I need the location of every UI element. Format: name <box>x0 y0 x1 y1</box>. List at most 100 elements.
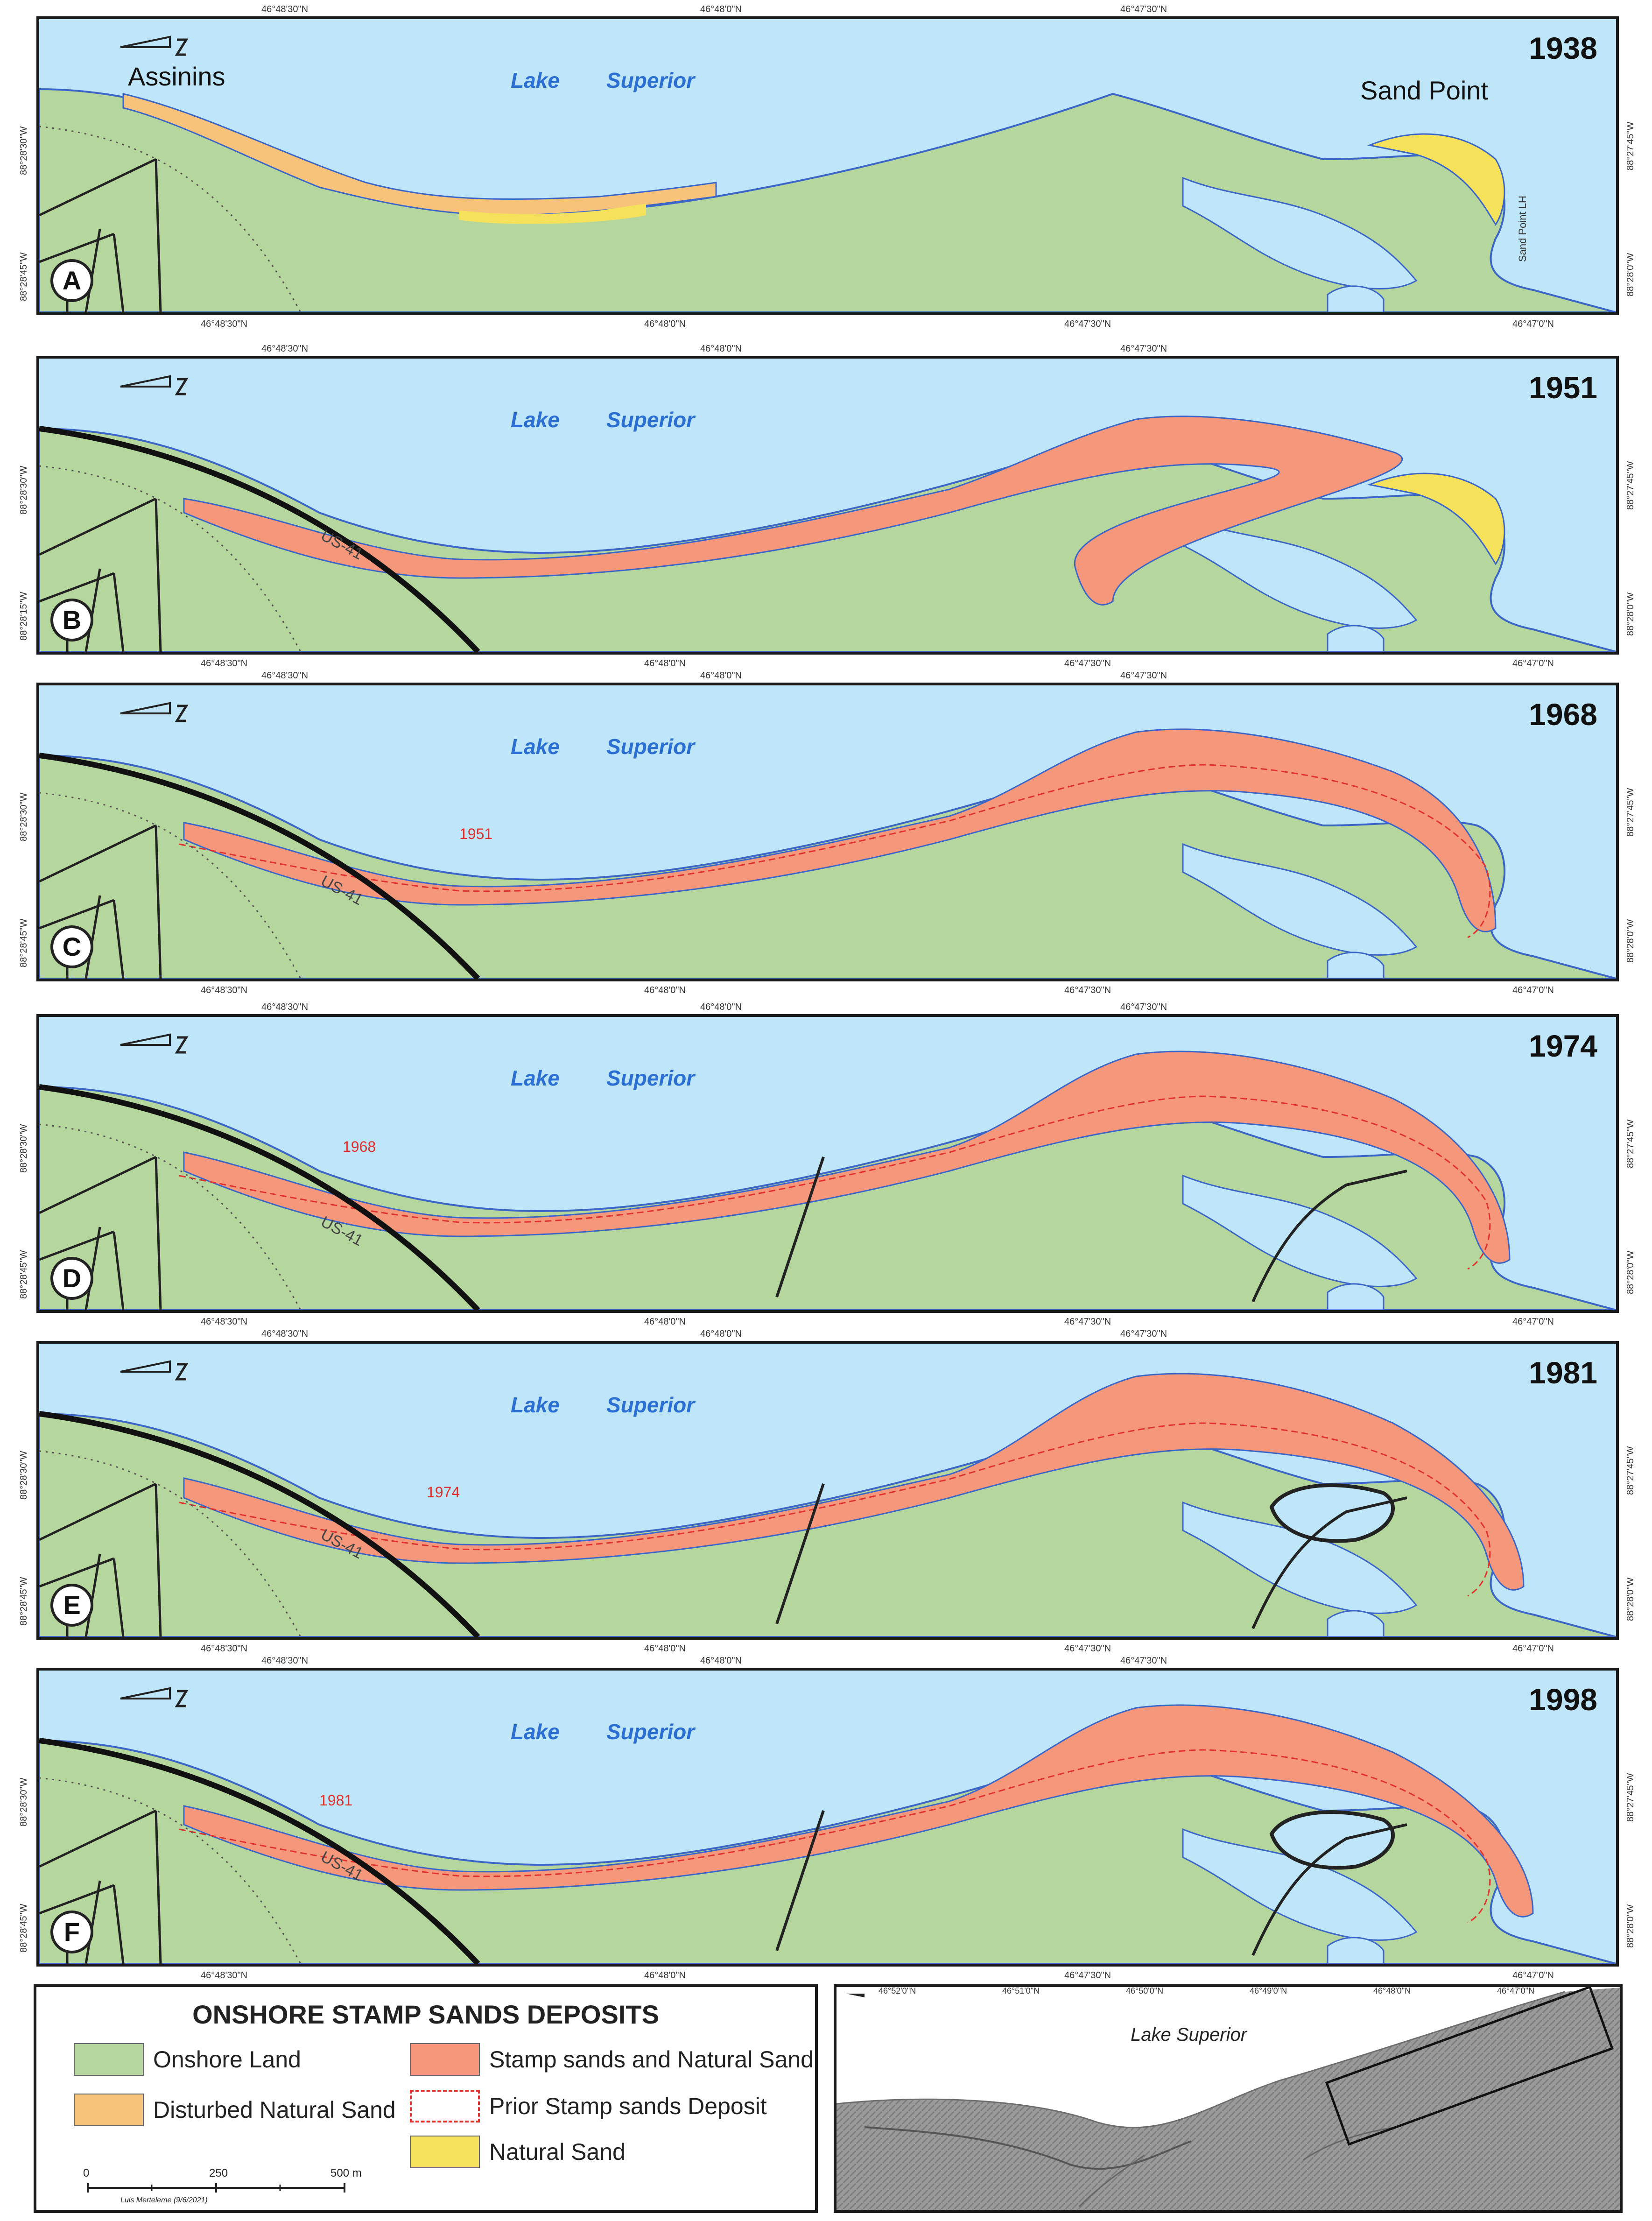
bottom-coord-label: 46°48'0"N <box>644 1970 686 1981</box>
bottom-coord-label: 46°47'30"N <box>1064 1317 1111 1327</box>
north-arrow-icon <box>120 702 189 722</box>
lake-label-superior: Superior <box>606 1066 695 1090</box>
legend-label-natural-sand: Natural Sand <box>489 2139 626 2165</box>
panel-letter: D <box>50 1257 93 1300</box>
lake-label-lake: Lake <box>511 1720 560 1744</box>
left-coord-label: 88°28'30"W <box>19 1451 29 1500</box>
place-sand-point: Sand Point <box>1360 76 1488 105</box>
right-coord-label: 88°28'0"W <box>1625 1904 1636 1948</box>
map-canvas <box>39 685 1616 979</box>
bottom-coord-label: 46°48'30"N <box>201 1643 248 1654</box>
legend-swatch-natural-sand <box>410 2136 480 2168</box>
left-coord-label: 88°28'30"W <box>19 126 29 175</box>
bottom-coord-label: 46°47'30"N <box>1064 1643 1111 1654</box>
legend-title: ONSHORE STAMP SANDS DEPOSITS <box>192 2000 659 2029</box>
top-coord-label: 46°48'30"N <box>261 1656 309 1666</box>
map-panel-1951: 1951 Lake Superior US-41 B <box>36 356 1619 655</box>
left-coord-label: 88°28'45"W <box>19 918 29 967</box>
lake-label-superior: Superior <box>606 1720 695 1744</box>
top-coord-label: 46°47'30"N <box>1120 1329 1167 1339</box>
right-coord-label: 88°27'45"W <box>1625 1773 1636 1822</box>
bottom-coord-label: 46°47'0"N <box>1512 319 1554 329</box>
annotation-sand-point-lh: Sand Point LH <box>1517 196 1528 262</box>
map-canvas <box>39 19 1616 312</box>
lake-label-lake: Lake <box>511 68 560 92</box>
bottom-coord-label: 46°48'0"N <box>644 319 686 329</box>
left-coord-label: 88°28'30"W <box>19 1124 29 1173</box>
legend-swatch-stamp-sands <box>410 2043 480 2076</box>
inset-map: Lake Superior 46°52'0"N 46°51'0"N 46°50'0"… <box>834 1984 1623 2213</box>
map-canvas <box>39 1344 1616 1637</box>
lake-label-superior: Superior <box>606 1393 695 1417</box>
legend-label-stamp-sands: Stamp sands and Natural Sand <box>489 2046 814 2073</box>
legend-swatch-prior-deposit <box>410 2090 480 2122</box>
bottom-coord-label: 46°48'0"N <box>644 985 686 995</box>
bottom-coord-label: 46°47'30"N <box>1064 658 1111 669</box>
right-coord-label: 88°27'45"W <box>1625 1119 1636 1168</box>
panel-year: 1938 <box>1529 31 1597 65</box>
map-panel-1968: 1968 Lake Superior US-41 1951 C <box>36 683 1619 981</box>
panel-letter: C <box>50 925 93 968</box>
bottom-coord-label: 46°47'0"N <box>1512 985 1554 995</box>
map-canvas <box>39 359 1616 652</box>
top-coord-label: 46°48'30"N <box>261 344 309 354</box>
inset-lake-label: Lake Superior <box>1131 2024 1247 2045</box>
right-coord-label: 88°28'0"W <box>1625 253 1636 296</box>
inset-coord-label: 46°52'0"N <box>879 1986 916 1995</box>
legend-swatch-onshore-land <box>74 2043 144 2076</box>
inset-coord-label: 46°47'0"N <box>1497 1986 1535 1995</box>
lake-label-lake: Lake <box>511 1066 560 1090</box>
bottom-coord-label: 46°47'0"N <box>1512 1317 1554 1327</box>
inset-coord-label: 46°48'0"N <box>1373 1986 1411 1995</box>
lake-label-superior: Superior <box>606 734 695 759</box>
scale-tick-500: 500 m <box>330 2167 362 2179</box>
bottom-coord-label: 46°47'30"N <box>1064 319 1111 329</box>
top-coord-label: 46°48'0"N <box>700 670 742 681</box>
prior-deposit-label: 1968 <box>343 1138 376 1155</box>
panel-letter: E <box>50 1584 93 1627</box>
prior-deposit-label: 1974 <box>427 1484 460 1501</box>
bottom-coord-label: 46°48'30"N <box>201 1317 248 1327</box>
right-coord-label: 88°27'45"W <box>1625 461 1636 510</box>
scale-tick-250: 250 <box>209 2167 228 2179</box>
panel-year: 1974 <box>1529 1029 1597 1063</box>
left-coord-label: 88°28'30"W <box>19 1777 29 1826</box>
lake-label-lake: Lake <box>511 1393 560 1417</box>
top-coord-label: 46°48'30"N <box>261 1002 309 1012</box>
top-coord-label: 46°47'30"N <box>1120 670 1167 681</box>
bottom-coord-label: 46°48'30"N <box>201 658 248 669</box>
north-arrow-icon <box>120 1360 189 1381</box>
right-coord-label: 88°27'45"W <box>1625 788 1636 837</box>
bottom-coord-label: 46°48'0"N <box>644 658 686 669</box>
top-coord-label: 46°48'30"N <box>261 670 309 681</box>
lake-label-lake: Lake <box>511 408 560 432</box>
north-arrow-icon <box>120 35 189 56</box>
north-arrow-icon <box>120 375 189 395</box>
panel-letter: A <box>50 259 93 302</box>
legend-label-prior-deposit: Prior Stamp sands Deposit <box>489 2093 767 2119</box>
map-canvas <box>39 1671 1616 1964</box>
left-coord-label: 88°28'45"W <box>19 1250 29 1299</box>
inset-coord-label: 46°51'0"N <box>1002 1986 1040 1995</box>
north-arrow-icon <box>120 1687 189 1707</box>
inset-coord-label: 46°49'0"N <box>1250 1986 1287 1995</box>
legend-label-disturbed-sand: Disturbed Natural Sand <box>153 2097 396 2123</box>
panel-year: 1981 <box>1529 1355 1597 1390</box>
left-coord-label: 88°28'30"W <box>19 465 29 515</box>
top-coord-label: 46°48'0"N <box>700 344 742 354</box>
left-coord-label: 88°28'45"W <box>19 252 29 301</box>
right-coord-label: 88°28'0"W <box>1625 1577 1636 1621</box>
lake-label-superior: Superior <box>606 408 695 432</box>
left-coord-label: 88°28'30"W <box>19 792 29 841</box>
top-coord-label: 46°47'30"N <box>1120 344 1167 354</box>
bottom-coord-label: 46°48'0"N <box>644 1643 686 1654</box>
right-coord-label: 88°28'0"W <box>1625 919 1636 963</box>
scale-bar <box>87 2183 345 2193</box>
place-assinins: Assinins <box>128 62 225 91</box>
top-coord-label: 46°48'30"N <box>261 4 309 14</box>
map-panel-1998: 1998 Lake Superior US-41 1981 F <box>36 1668 1619 1967</box>
north-arrow-icon <box>120 1033 189 1054</box>
left-coord-label: 88°28'45"W <box>19 1904 29 1953</box>
bottom-coord-label: 46°48'0"N <box>644 1317 686 1327</box>
right-coord-label: 88°27'45"W <box>1625 1446 1636 1495</box>
